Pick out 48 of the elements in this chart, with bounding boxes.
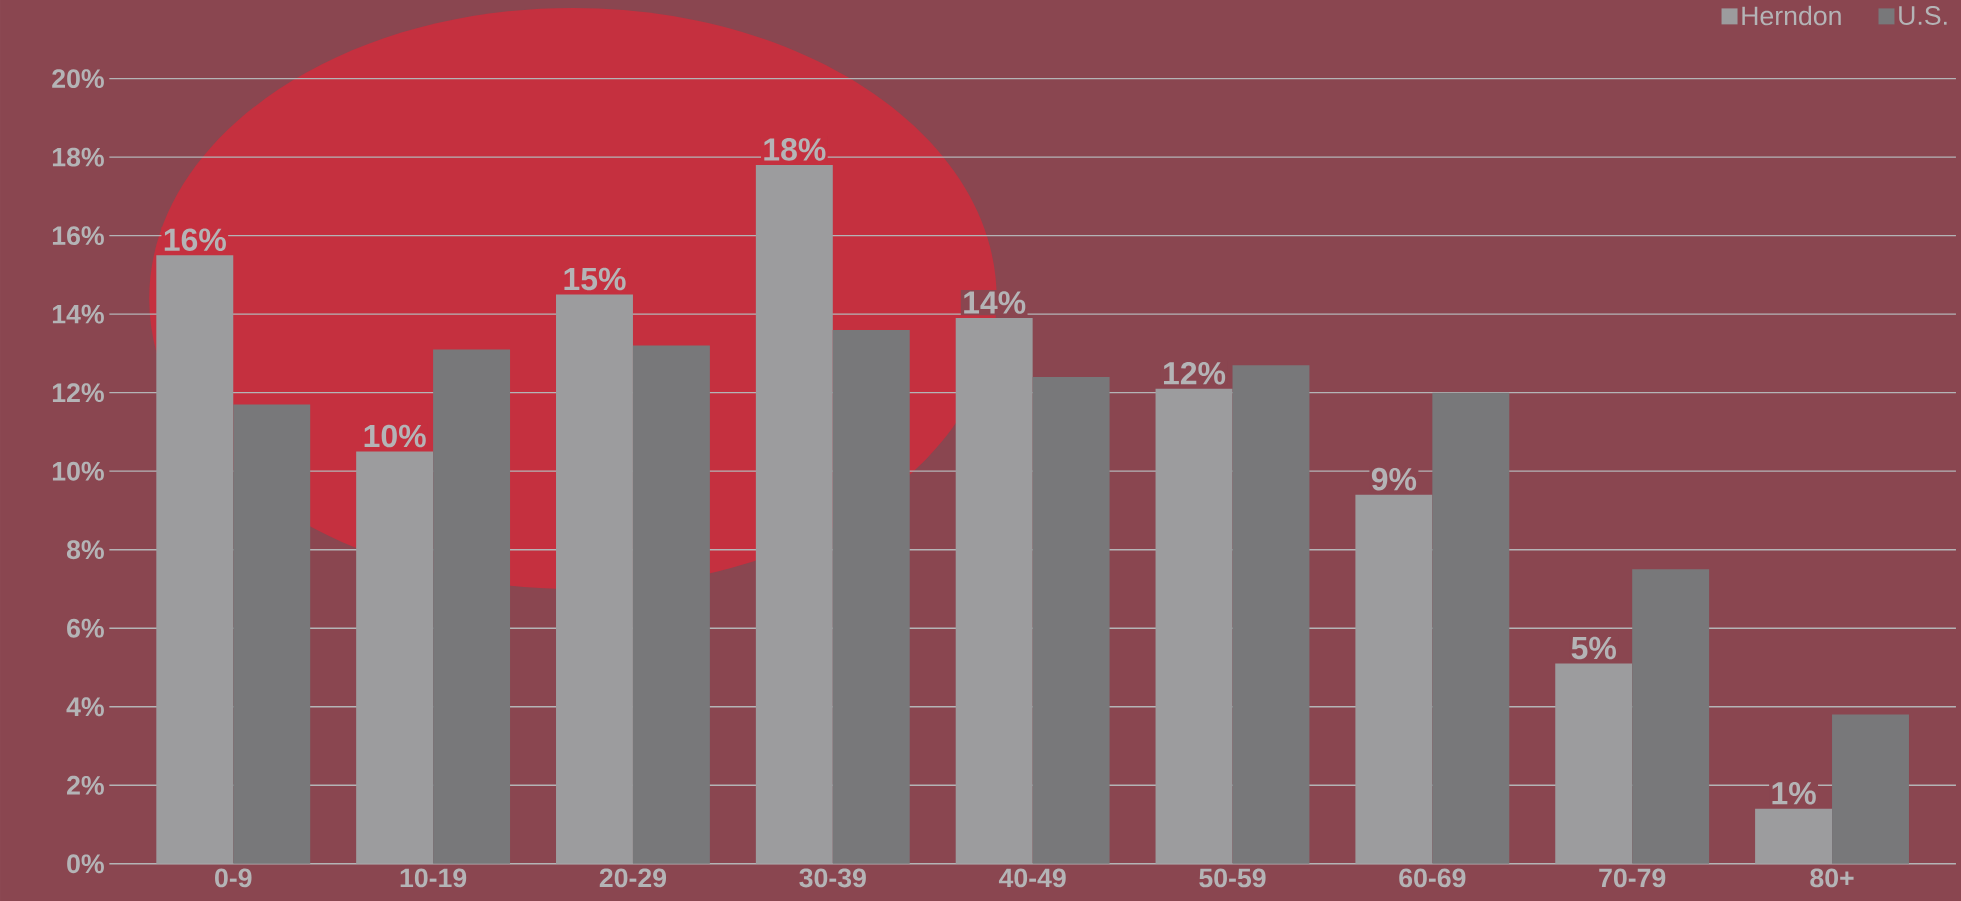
data-label: 16% [164,228,226,251]
data-label: 15% [564,267,626,291]
x-tick-label: 10-19 [400,868,467,888]
y-tick-label: 18% [52,147,104,167]
x-tick-label: 0-9 [215,868,252,888]
data-label: 14% [964,291,1026,314]
x-tick-label: 30-39 [799,868,866,888]
data-label: 18% [764,138,826,161]
x-tick-label: 40-49 [998,868,1066,888]
bar [1355,494,1433,864]
y-tick-label: 20% [52,69,104,89]
y-tick-label: 14% [52,304,104,324]
bar [755,164,833,864]
bar [632,345,710,864]
bar [1632,569,1710,864]
bar [1832,714,1909,864]
bar [233,404,311,864]
y-tick-label: 16% [52,226,104,246]
y-tick-label: 6% [67,618,104,638]
y-tick-label: 12% [52,383,104,403]
data-label: 5% [1571,636,1616,660]
bar [1232,365,1310,864]
x-tick-label: 80+ [1810,868,1854,888]
data-label: 10% [364,424,426,448]
y-tick-label: 8% [66,540,104,560]
data-label: 1% [1772,781,1816,805]
bar [433,349,511,864]
x-tick-label: 70-79 [1599,868,1666,888]
data-label: 12% [1164,361,1226,385]
x-tick-label: 20-29 [599,868,667,888]
bar [1432,392,1510,864]
legend-label: Herndon [1742,5,1841,26]
bar [1032,376,1110,864]
y-tick-label: 4% [66,697,104,717]
data-label: 9% [1371,467,1417,491]
bar [1755,808,1833,864]
bar [156,255,234,864]
bar [1155,388,1233,864]
bar [832,329,910,864]
legend-label: U.S. [1899,6,1947,25]
x-tick-label: 50-59 [1199,868,1266,888]
bar [556,294,633,864]
bar [356,451,434,864]
y-tick-label: 0% [67,854,104,874]
bar [1555,663,1633,864]
x-tick-label: 60-69 [1399,868,1466,888]
y-tick-label: 10% [52,461,104,481]
y-tick-label: 2% [67,775,104,795]
